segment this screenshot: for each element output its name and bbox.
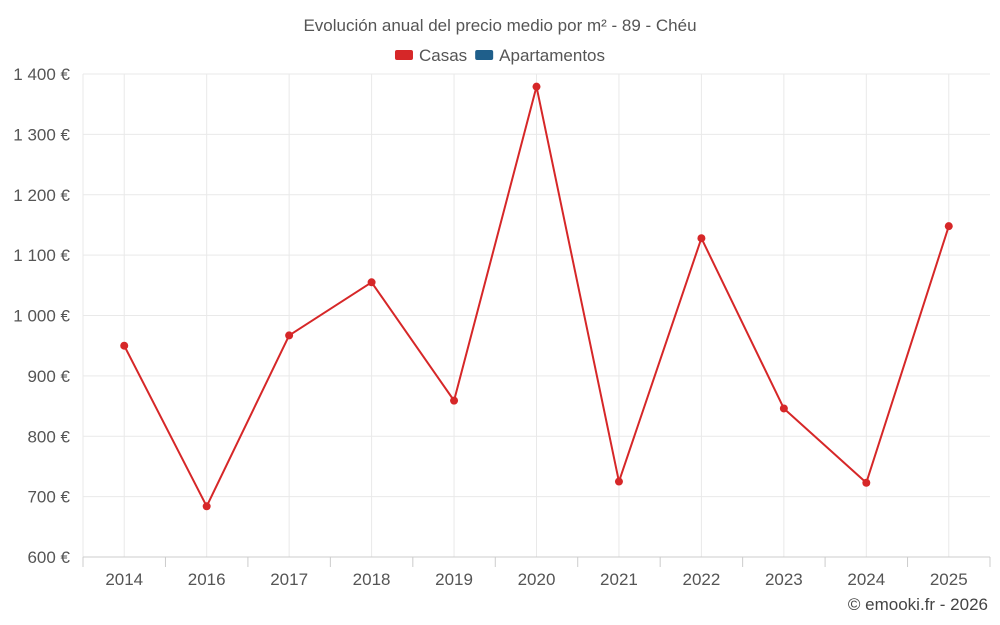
- x-tick-label: 2016: [188, 570, 226, 589]
- data-point[interactable]: [697, 234, 706, 243]
- data-point[interactable]: [614, 477, 623, 486]
- chart-title: Evolución anual del precio medio por m² …: [303, 16, 696, 35]
- data-point[interactable]: [120, 341, 129, 350]
- data-point[interactable]: [779, 404, 788, 413]
- x-tick-label: 2025: [930, 570, 968, 589]
- data-point[interactable]: [450, 396, 459, 405]
- data-point[interactable]: [367, 278, 376, 287]
- x-tick-label: 2021: [600, 570, 638, 589]
- legend-label[interactable]: Casas: [419, 46, 467, 65]
- x-tick-label: 2014: [105, 570, 143, 589]
- y-tick-label: 1 100 €: [13, 246, 70, 265]
- x-tick-label: 2020: [518, 570, 556, 589]
- legend-swatch[interactable]: [475, 50, 494, 60]
- y-tick-label: 1 000 €: [13, 307, 70, 326]
- legend-label[interactable]: Apartamentos: [499, 46, 605, 65]
- y-tick-label: 600 €: [27, 548, 70, 567]
- x-tick-label: 2022: [682, 570, 720, 589]
- data-point[interactable]: [202, 502, 211, 511]
- grid-lines: [82, 73, 990, 557]
- y-tick-label: 1 300 €: [13, 125, 70, 144]
- y-axis: 600 € 700 € 800 € 900 € 1 000 € 1 100 € 1 200 …: [13, 65, 70, 567]
- x-tick-label: 2024: [847, 570, 885, 589]
- legend-swatch[interactable]: [394, 50, 413, 60]
- x-axis: 2014 2016 2017 2018 2019 2020 2021 2022 2023 2024…: [82, 556, 991, 589]
- data-point[interactable]: [944, 222, 953, 231]
- y-tick-label: 800 €: [27, 427, 70, 446]
- x-tick-label: 2018: [353, 570, 391, 589]
- data-point[interactable]: [285, 331, 294, 340]
- x-tick-label: 2017: [270, 570, 308, 589]
- y-tick-label: 1 400 €: [13, 65, 70, 84]
- credit-text: © emooki.fr - 2026: [848, 595, 988, 614]
- legend: Casas Apartamentos: [394, 46, 605, 65]
- data-point[interactable]: [532, 82, 541, 91]
- data-point[interactable]: [862, 478, 871, 487]
- y-tick-label: 900 €: [27, 367, 70, 386]
- series-layer: [120, 82, 953, 511]
- y-tick-label: 700 €: [27, 488, 70, 507]
- x-tick-label: 2019: [435, 570, 473, 589]
- y-tick-label: 1 200 €: [13, 186, 70, 205]
- x-tick-label: 2023: [765, 570, 803, 589]
